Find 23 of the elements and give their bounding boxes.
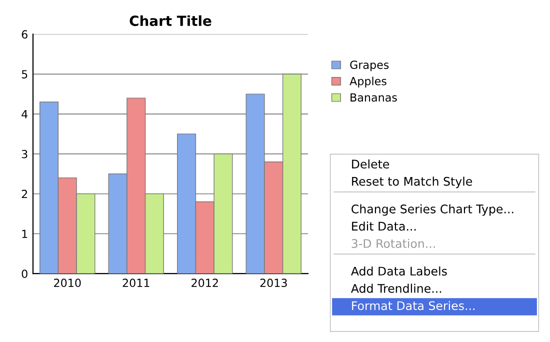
x-tick-label: 2012 bbox=[192, 278, 218, 288]
y-tick-label: 0 bbox=[22, 270, 28, 278]
y-tick-label: 3 bbox=[22, 150, 28, 158]
y-tick-label: 5 bbox=[22, 70, 28, 78]
text: Add Data Labels bbox=[350, 266, 447, 276]
y-tick-label: 1 bbox=[22, 230, 28, 238]
y-tick-label: 6 bbox=[22, 30, 28, 39]
legend-label: Grapes bbox=[350, 60, 389, 72]
text: Delete bbox=[352, 159, 390, 169]
text: 3-D Rotation... bbox=[352, 238, 435, 248]
y-tick-label: 4 bbox=[22, 110, 28, 118]
text: Reset to Match Style bbox=[352, 176, 472, 188]
legend-label: Apples bbox=[350, 76, 386, 88]
text: Edit Data... bbox=[352, 222, 416, 231]
legend-label: Bananas bbox=[350, 93, 397, 102]
y-tick-label: 2 bbox=[22, 190, 28, 198]
x-tick-label: 2010 bbox=[54, 278, 81, 288]
text: Format Data Series... bbox=[352, 300, 474, 310]
text: Change Series Chart Type... bbox=[352, 204, 514, 216]
text: Add Trendline... bbox=[350, 284, 442, 293]
x-tick-label: 2011 bbox=[122, 278, 150, 288]
x-tick-label: 2013 bbox=[260, 278, 287, 288]
chart-title: Chart Title bbox=[130, 15, 212, 26]
